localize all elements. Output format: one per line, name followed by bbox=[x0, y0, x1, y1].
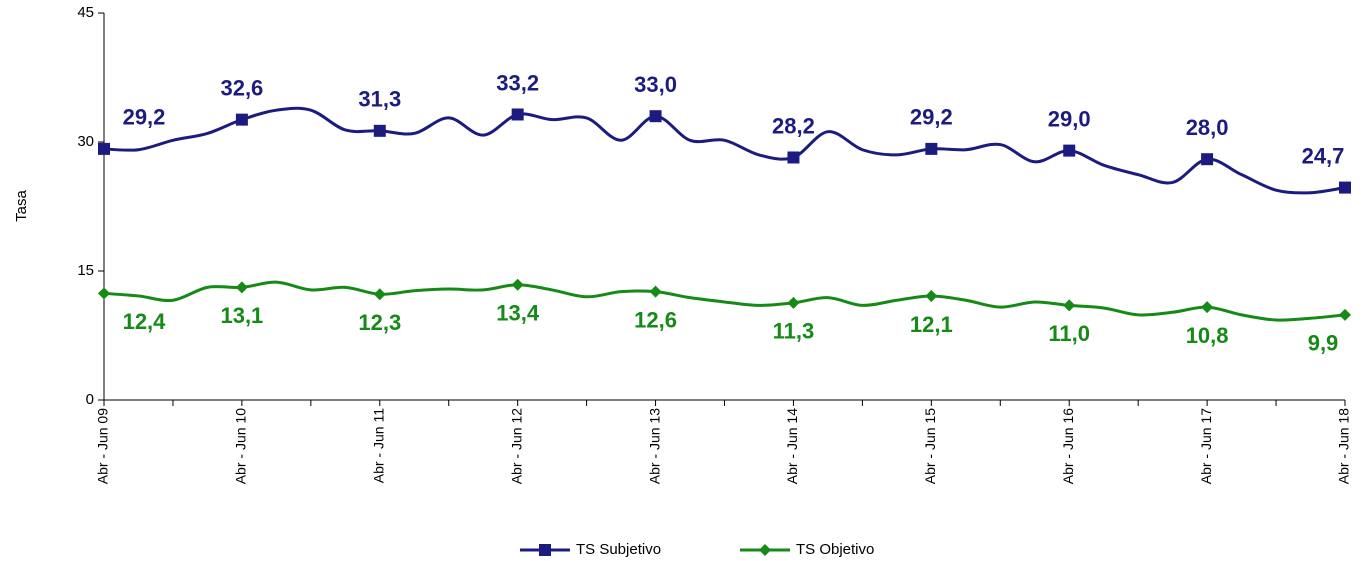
x-tick-label: Abr - Jun 15 bbox=[922, 408, 938, 484]
value-label: 28,2 bbox=[772, 113, 815, 138]
legend-label: TS Subjetivo bbox=[576, 541, 661, 558]
x-tick-label: Abr - Jun 11 bbox=[370, 408, 386, 483]
line bbox=[103, 106, 1346, 195]
point bbox=[925, 289, 938, 302]
point bbox=[98, 287, 110, 300]
x-tick-label: Abr - Jun 13 bbox=[646, 408, 662, 484]
point bbox=[1063, 144, 1076, 157]
value-label: 10,8 bbox=[1186, 323, 1229, 348]
point bbox=[649, 110, 662, 123]
value-label: 12,6 bbox=[634, 307, 677, 332]
value-label: 11,3 bbox=[773, 319, 815, 344]
x-tick-label: Abr - Jun 14 bbox=[784, 408, 800, 484]
x-tick-label: Abr - Jun 10 bbox=[233, 408, 249, 484]
point bbox=[787, 296, 800, 309]
legend-marker bbox=[539, 544, 551, 556]
value-label: 12,4 bbox=[123, 309, 167, 334]
point bbox=[98, 142, 110, 155]
x-tick-label: Abr - Jun 17 bbox=[1198, 408, 1214, 484]
value-label: 28,0 bbox=[1186, 115, 1229, 140]
x-tick-label: Abr - Jun 09 bbox=[95, 408, 111, 484]
value-label: 33,0 bbox=[634, 72, 677, 97]
y-tick-label: 0 bbox=[86, 391, 94, 408]
value-label: 33,2 bbox=[496, 70, 539, 95]
value-label: 12,1 bbox=[910, 312, 953, 337]
value-label: 32,6 bbox=[220, 75, 263, 100]
point bbox=[1339, 181, 1351, 194]
point bbox=[787, 151, 800, 164]
point bbox=[235, 113, 248, 126]
x-tick-label: Abr - Jun 12 bbox=[508, 408, 524, 484]
legend-marker bbox=[759, 544, 771, 556]
value-label: 29,2 bbox=[910, 105, 953, 130]
value-label: 11,0 bbox=[1048, 321, 1090, 346]
y-tick-label: 15 bbox=[77, 262, 94, 279]
x-tick-label: Abr - Jun 16 bbox=[1060, 408, 1076, 484]
x-tick-label: Abr - Jun 18 bbox=[1336, 408, 1352, 484]
y-tick-label: 45 bbox=[77, 4, 94, 21]
point bbox=[1339, 308, 1351, 321]
point bbox=[511, 108, 524, 121]
value-label: 29,0 bbox=[1048, 106, 1091, 131]
point bbox=[925, 142, 938, 155]
y-tick-label: 30 bbox=[77, 133, 94, 150]
point bbox=[1201, 153, 1214, 166]
legend-label: TS Objetivo bbox=[796, 541, 874, 558]
point bbox=[511, 278, 524, 291]
point bbox=[1201, 301, 1214, 314]
value-label: 24,7 bbox=[1302, 143, 1345, 168]
value-label: 12,3 bbox=[358, 310, 401, 335]
value-label: 13,4 bbox=[496, 301, 540, 326]
value-label: 9,9 bbox=[1308, 331, 1339, 356]
value-label: 31,3 bbox=[358, 87, 401, 112]
point bbox=[235, 281, 248, 294]
value-label: 13,1 bbox=[220, 303, 263, 328]
line bbox=[103, 280, 1346, 322]
value-label: 29,2 bbox=[123, 105, 166, 130]
point bbox=[373, 124, 386, 137]
point bbox=[373, 288, 386, 301]
point bbox=[649, 285, 662, 298]
point bbox=[1063, 299, 1076, 312]
y-axis-label: Tasa bbox=[13, 190, 30, 222]
